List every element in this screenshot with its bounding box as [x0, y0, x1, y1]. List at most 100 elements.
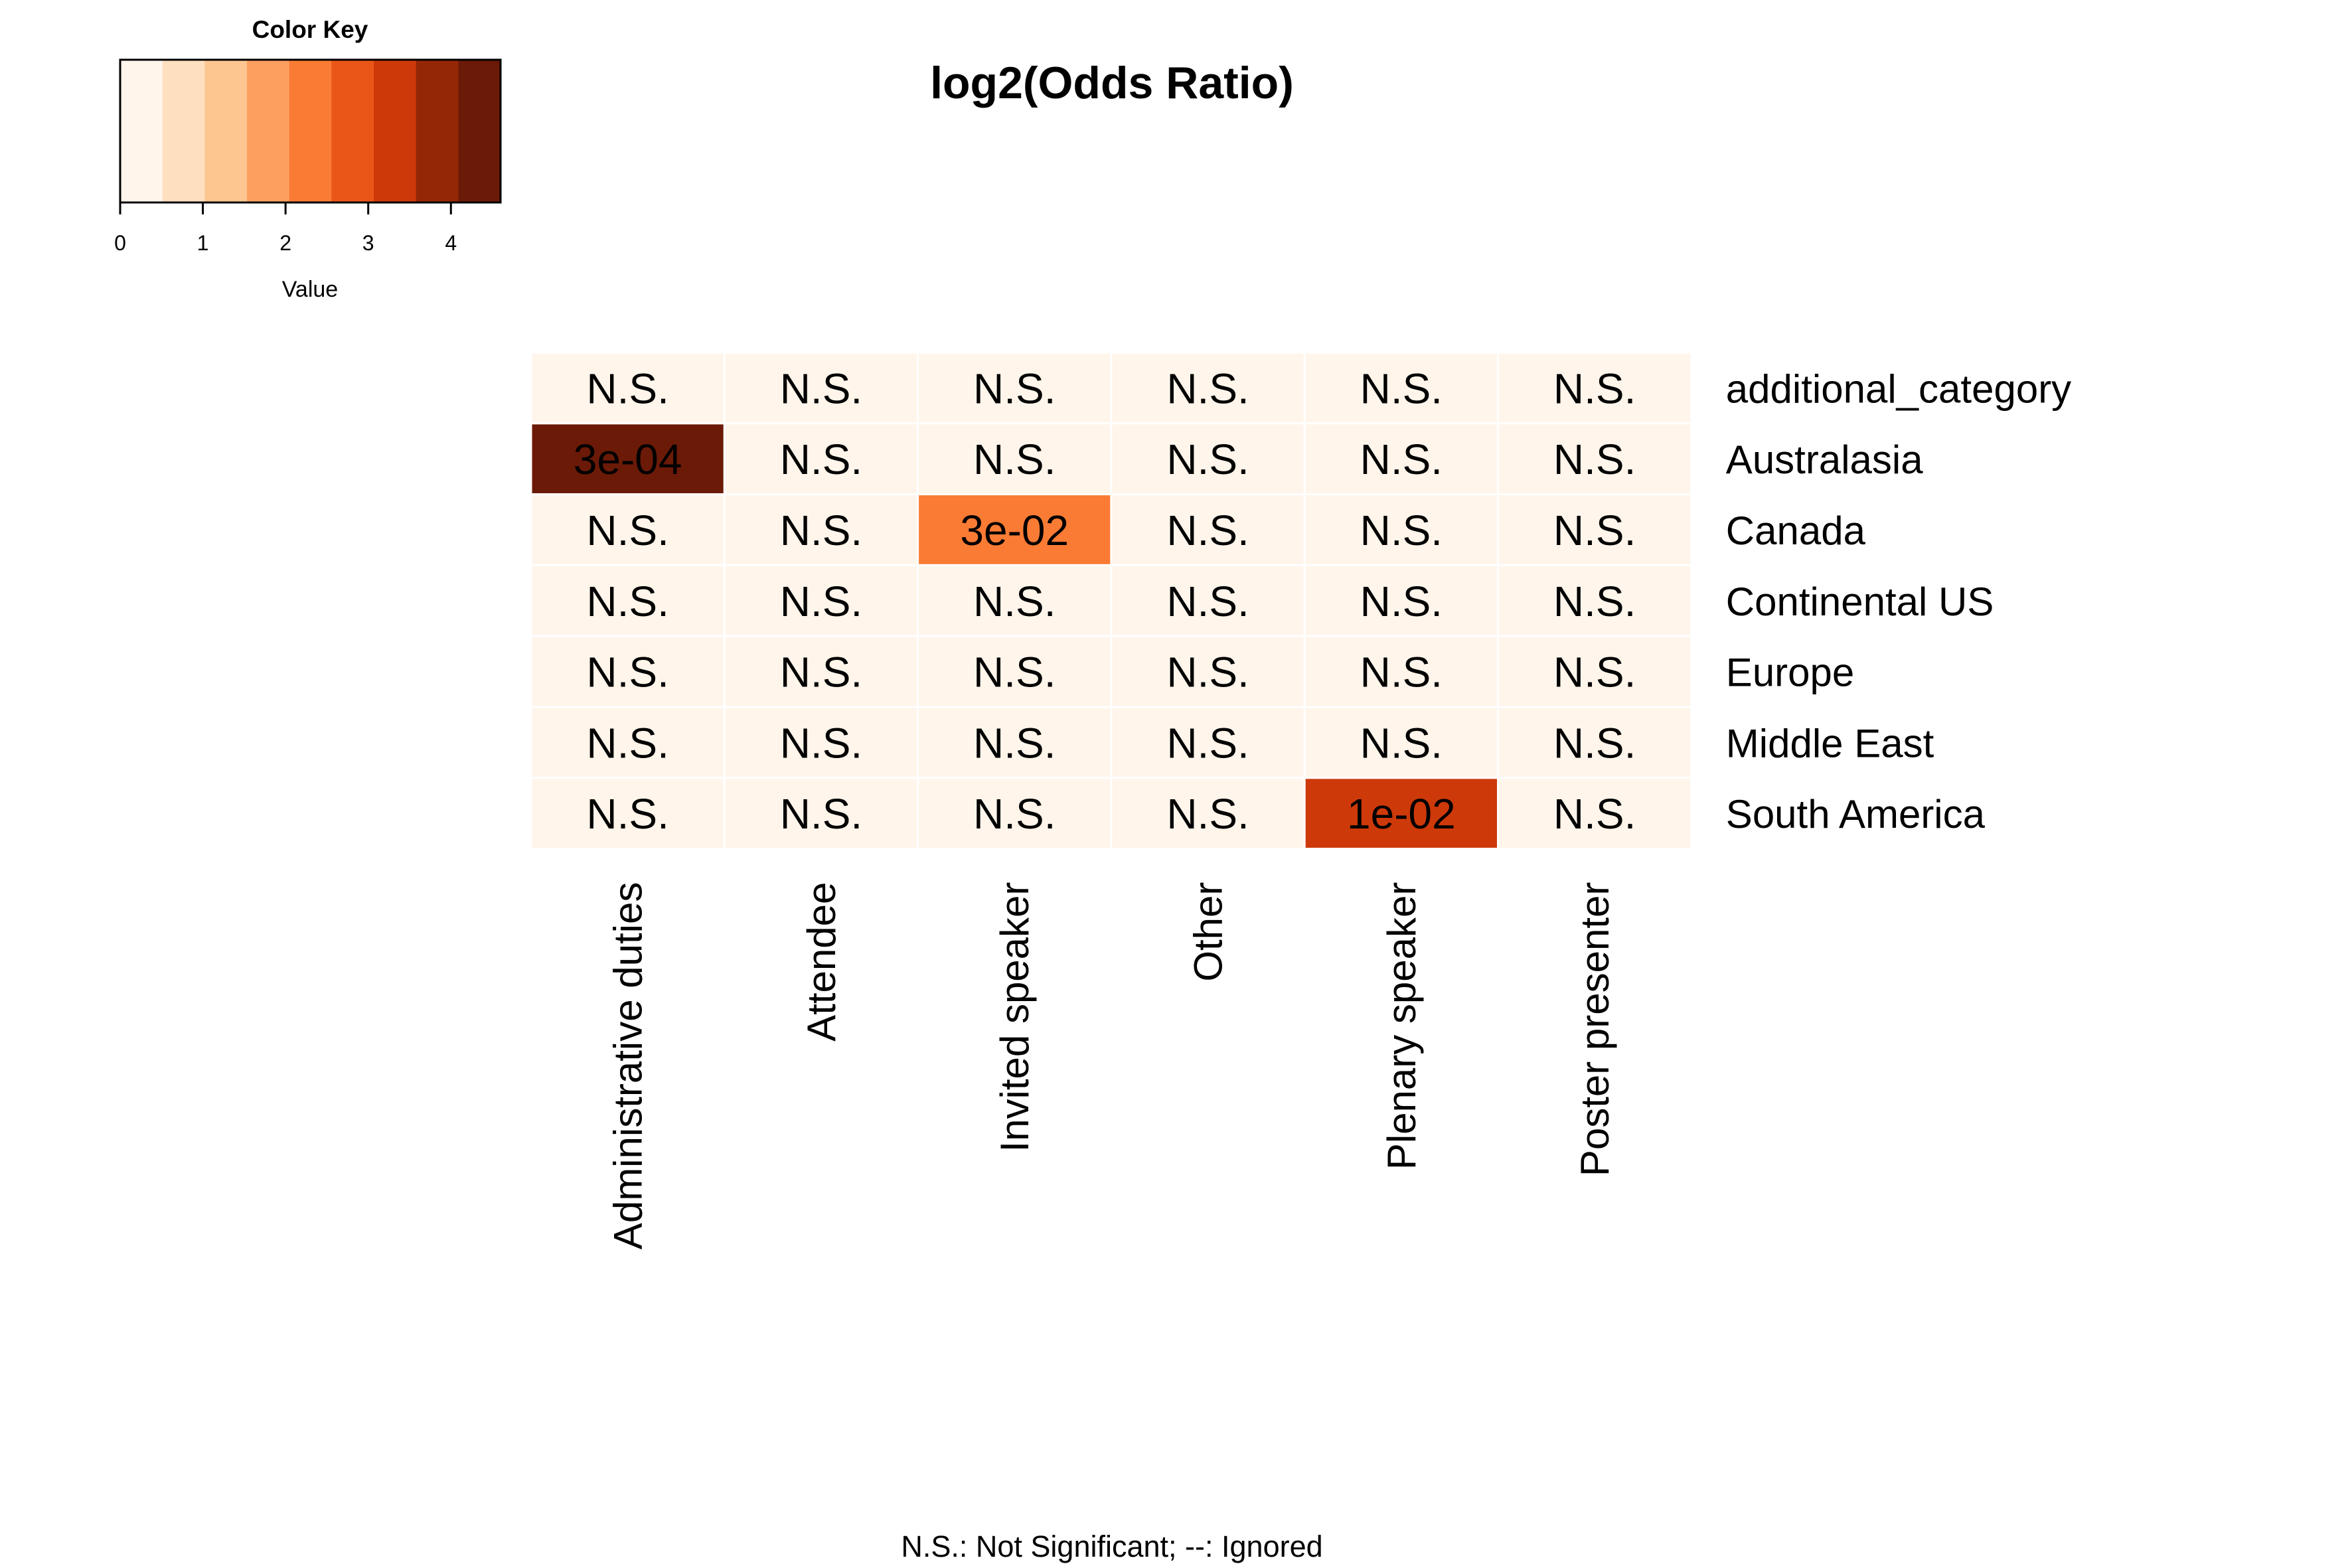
cell-label: N.S. — [1360, 507, 1443, 554]
cell-label: N.S. — [973, 719, 1056, 767]
cell-label: N.S. — [1553, 364, 1636, 412]
row-labels: additional_category Australasia Canada Cont… — [1726, 366, 2071, 836]
cell-label: N.S. — [1553, 507, 1636, 554]
heatmap-cell — [1497, 351, 1693, 425]
cell-label: N.S. — [780, 649, 862, 696]
row-label: Europe — [1726, 651, 1854, 695]
color-key-swatch — [162, 60, 205, 202]
color-key-xlabel: Value — [282, 277, 338, 302]
cell-label: N.S. — [973, 790, 1056, 838]
color-key-tick-label: 3 — [362, 231, 374, 255]
heatmap-cell — [1303, 493, 1499, 566]
cell-label: N.S. — [1360, 649, 1443, 696]
cell-label: N.S. — [973, 435, 1056, 483]
cell-label: N.S. — [1166, 507, 1249, 554]
cell-label: N.S. — [1360, 364, 1443, 412]
cell-label: N.S. — [780, 578, 862, 625]
heatmap-cell — [723, 564, 919, 637]
color-key-swatch — [331, 60, 374, 202]
heatmap-cell — [530, 493, 726, 566]
cell-label: N.S. — [586, 719, 668, 767]
cell-label: N.S. — [1553, 649, 1636, 696]
color-key-swatches — [120, 60, 501, 202]
column-labels: Administrative duties Attendee Invited spe… — [606, 882, 1617, 1250]
cell-label: N.S. — [1166, 364, 1249, 412]
cell-label: N.S. — [973, 649, 1056, 696]
heatmap-cell — [1497, 422, 1693, 496]
heatmap-cell-labels: N.S. N.S. N.S. N.S. N.S. N.S. 3e-04 N.S. N.S. N.S… — [574, 364, 1636, 838]
heatmap-cell — [1303, 564, 1499, 637]
color-key-swatch — [374, 60, 417, 202]
cell-label: N.S. — [780, 790, 862, 838]
column-label: Poster presenter — [1573, 882, 1617, 1177]
row-label: Continental US — [1726, 580, 1994, 624]
cell-label: N.S. — [780, 364, 862, 412]
row-label: South America — [1726, 792, 1986, 836]
cell-label: N.S. — [1553, 790, 1636, 838]
heatmap-cell — [530, 777, 726, 850]
heatmap-cell — [530, 351, 726, 425]
cell-label: N.S. — [1166, 649, 1249, 696]
cell-label: N.S. — [780, 719, 862, 767]
heatmap-cell — [1110, 564, 1306, 637]
heatmap-cell — [917, 493, 1113, 566]
cell-label: N.S. — [1166, 435, 1249, 483]
heatmap-cell — [1303, 422, 1499, 496]
heatmap-cell — [1110, 635, 1306, 708]
heatmap-cell — [1110, 493, 1306, 566]
heatmap-cell — [530, 635, 726, 708]
heatmap-cell — [917, 422, 1113, 496]
cell-label: N.S. — [1553, 435, 1636, 483]
cell-label: N.S. — [586, 364, 668, 412]
color-key-tick-label: 0 — [114, 231, 126, 255]
cell-label: N.S. — [1166, 578, 1249, 625]
color-key-swatch — [204, 60, 248, 202]
chart-title: log2(Odds Ratio) — [930, 58, 1294, 108]
color-key-swatch — [120, 60, 163, 202]
cell-label: N.S. — [1166, 719, 1249, 767]
heatmap-cell — [1497, 777, 1693, 850]
heatmap-cell — [723, 777, 919, 850]
footnote: N.S.: Not Significant; --: Ignored — [901, 1529, 1322, 1563]
heatmap-cell — [723, 351, 919, 425]
column-label: Administrative duties — [606, 882, 651, 1250]
cell-label: N.S. — [586, 649, 668, 696]
column-label: Invited speaker — [992, 882, 1037, 1152]
color-key: Color Key 0 1 2 3 4 Value — [114, 16, 502, 302]
column-label: Attendee — [799, 882, 844, 1042]
cell-label: 3e-02 — [960, 507, 1069, 554]
cell-label: N.S. — [1360, 719, 1443, 767]
color-key-ticks: 0 1 2 3 4 — [114, 201, 457, 255]
heatmap-cells — [530, 351, 1693, 850]
color-key-tick-label: 4 — [445, 231, 457, 255]
color-key-tick-label: 2 — [279, 231, 291, 255]
color-key-swatch — [458, 60, 501, 202]
row-label: Middle East — [1726, 721, 1934, 765]
heatmap-cell — [917, 564, 1113, 637]
cell-label: N.S. — [1553, 578, 1636, 625]
color-key-swatch — [289, 60, 332, 202]
cell-label: N.S. — [586, 507, 668, 554]
cell-label: N.S. — [586, 578, 668, 625]
row-label: Canada — [1726, 509, 1866, 553]
heatmap-cell — [1497, 635, 1693, 708]
row-label: Australasia — [1726, 437, 1923, 482]
cell-label: N.S. — [1166, 790, 1249, 838]
column-label: Plenary speaker — [1379, 882, 1424, 1170]
cell-label: N.S. — [780, 435, 862, 483]
heatmap-cell — [723, 422, 919, 496]
cell-label: N.S. — [973, 364, 1056, 412]
heatmap-cell — [1303, 635, 1499, 708]
color-key-title: Color Key — [252, 16, 368, 43]
heatmap-cell — [723, 493, 919, 566]
cell-label: N.S. — [780, 507, 862, 554]
heatmap-cell — [1110, 777, 1306, 850]
color-key-tick-label: 1 — [197, 231, 209, 255]
color-key-swatch — [247, 60, 290, 202]
row-label: additional_category — [1726, 366, 2071, 411]
cell-label: 3e-04 — [574, 435, 682, 483]
cell-label: N.S. — [1360, 578, 1443, 625]
cell-label: N.S. — [1553, 719, 1636, 767]
cell-label: N.S. — [586, 790, 668, 838]
